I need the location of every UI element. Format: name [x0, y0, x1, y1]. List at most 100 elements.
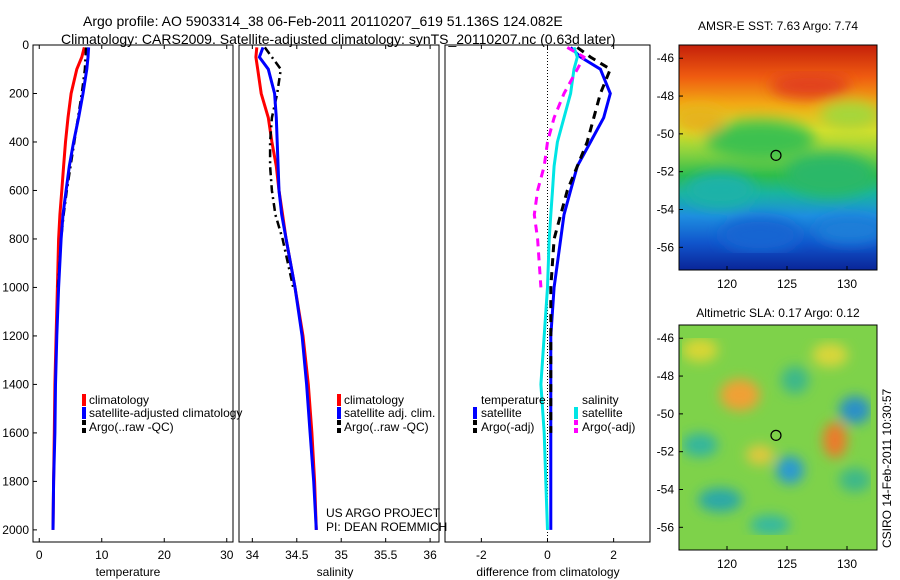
difference-legend: temperature satellite Argo(-adj) salinit…	[473, 393, 635, 434]
diff-temperature-argo-line	[549, 46, 613, 433]
y-tick-label: 1200	[2, 329, 29, 343]
x-tick-label: 20	[158, 548, 172, 562]
y-tick-label: 1800	[2, 474, 29, 488]
x-tick-label: 2	[610, 548, 617, 562]
sla-map-image	[679, 325, 877, 550]
y-tick-label: -46	[657, 51, 675, 65]
sst-argo-location-marker	[770, 149, 782, 161]
figure-title-line1: Argo profile: AO 5903314_38 06-Feb-2011 …	[83, 13, 563, 29]
legend-label-sal-satellite: satellite	[582, 406, 623, 420]
y-tick-label: 200	[9, 86, 29, 100]
sst-map-image	[679, 45, 877, 270]
x-tick-label: 120	[717, 277, 737, 291]
legend-swatch-sal-argo	[574, 420, 578, 425]
y-tick-label: -56	[657, 520, 675, 534]
salinity-satellite-line	[257, 46, 318, 530]
x-tick-label: 125	[777, 557, 797, 571]
legend-swatch-satellite	[337, 407, 341, 419]
y-tick-label: 600	[9, 183, 29, 197]
legend-swatch-satellite	[82, 407, 86, 419]
salinity-x-label: salinity	[317, 565, 354, 579]
x-tick-label: 0	[544, 548, 551, 562]
difference-x-label: difference from climatology	[476, 565, 619, 579]
y-tick-label: -52	[657, 165, 675, 179]
y-tick-label: -52	[657, 445, 675, 459]
temperature-x-ticks: 0 10 20 30	[36, 45, 234, 562]
x-tick-label: 130	[837, 277, 857, 291]
sla-y-ticks: -46 -48 -50 -52 -54 -56	[657, 331, 683, 534]
salinity-argo-line	[263, 46, 295, 288]
legend-heading-salinity: salinity	[582, 393, 619, 407]
y-tick-label: -54	[657, 202, 675, 216]
y-tick-label: -46	[657, 331, 675, 345]
legend-label-temp-satellite: satellite	[481, 406, 522, 420]
x-tick-label: 35.5	[374, 548, 398, 562]
y-tick-label: 1000	[2, 280, 29, 294]
legend-swatch-argo	[337, 420, 341, 425]
salinity-legend: climatology satellite adj. clim. Argo(..…	[337, 393, 435, 434]
legend-swatch-climatology	[337, 394, 341, 406]
y-tick-label: -50	[657, 407, 675, 421]
temperature-y-ticks: 0 200 400 600 800 1000 1200 1400 1600 1800 2000	[2, 38, 37, 537]
sst-map-title: AMSR-E SST: 7.63 Argo: 7.74	[698, 19, 858, 33]
temperature-axes	[32, 44, 234, 543]
salinity-axes	[238, 44, 440, 543]
x-tick-label: 34	[246, 548, 260, 562]
temperature-satellite-line	[51, 47, 91, 530]
y-tick-label: -54	[657, 482, 675, 496]
x-tick-label: 34.5	[285, 548, 309, 562]
sst-y-ticks: -46 -48 -50 -52 -54 -56	[657, 51, 683, 254]
x-tick-label: 10	[95, 548, 109, 562]
sla-argo-location-marker	[770, 429, 782, 441]
y-tick-label: -56	[657, 240, 675, 254]
legend-swatch-temp-satellite	[473, 407, 477, 419]
pi-annotation: PI: DEAN ROEMMICH	[326, 520, 447, 534]
x-tick-label: -2	[476, 548, 487, 562]
y-tick-label: 0	[22, 38, 29, 52]
diff-salinity-argo-line	[532, 46, 586, 288]
legend-label-climatology: climatology	[89, 393, 149, 407]
legend-label-argo: Argo(..raw -QC)	[89, 420, 174, 434]
y-tick-label: -48	[657, 89, 675, 103]
x-tick-label: 130	[837, 557, 857, 571]
legend-label-sal-argo: Argo(-adj)	[582, 420, 635, 434]
temperature-legend: climatology satellite-adjusted climatolo…	[82, 393, 242, 434]
x-tick-label: 35	[335, 548, 349, 562]
y-tick-label: 2000	[2, 523, 29, 537]
x-tick-label: 30	[220, 548, 234, 562]
sla-map-title: Altimetric SLA: 0.17 Argo: 0.12	[696, 306, 860, 320]
x-tick-label: 36	[423, 548, 437, 562]
sla-map-frame	[678, 324, 878, 551]
legend-label-argo: Argo(..raw -QC)	[344, 420, 429, 434]
y-tick-label: -48	[657, 369, 675, 383]
creation-stamp: CSIRO 14-Feb-2011 10:30:57	[880, 388, 894, 548]
legend-heading-temperature: temperature	[481, 393, 546, 407]
y-tick-label: 800	[9, 232, 29, 246]
legend-label-climatology: climatology	[344, 393, 404, 407]
y-tick-label: 400	[9, 135, 29, 149]
x-tick-label: 0	[36, 548, 43, 562]
project-annotation: US ARGO PROJECT	[326, 506, 441, 520]
y-tick-label: 1600	[2, 426, 29, 440]
sst-map-frame	[678, 44, 878, 271]
legend-label-temp-argo: Argo(-adj)	[481, 420, 534, 434]
sla-x-ticks: 120 125 130	[717, 546, 857, 571]
diff-temperature-satellite-line	[549, 46, 612, 530]
y-tick-label: -50	[657, 127, 675, 141]
legend-label-satellite: satellite-adjusted climatology	[89, 406, 242, 420]
x-tick-label: 125	[777, 277, 797, 291]
x-tick-label: 120	[717, 557, 737, 571]
legend-swatch-temp-argo	[473, 420, 477, 425]
diff-salinity-satellite-line	[539, 46, 579, 530]
legend-label-satellite: satellite adj. clim.	[344, 406, 435, 420]
figure-title-line2: Climatology: CARS2009. Satellite-adjuste…	[61, 31, 616, 47]
legend-swatch-sal-satellite	[574, 407, 578, 419]
legend-swatch-argo	[82, 420, 86, 425]
temperature-x-label: temperature	[96, 565, 161, 579]
y-tick-label: 1400	[2, 377, 29, 391]
salinity-climatology-line	[254, 47, 318, 530]
sst-x-ticks: 120 125 130	[717, 266, 857, 291]
legend-swatch-climatology	[82, 394, 86, 406]
